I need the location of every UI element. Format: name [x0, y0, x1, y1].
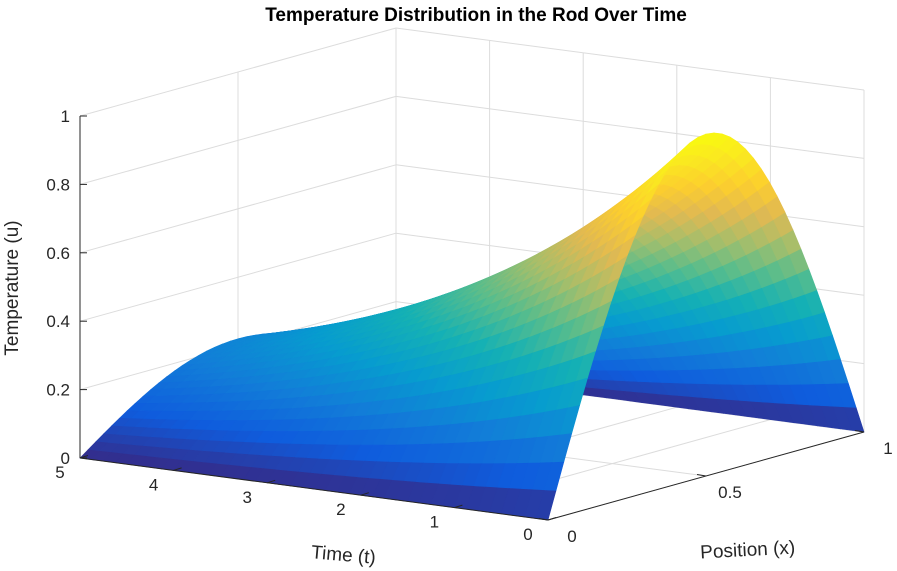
grid-line [79, 95, 397, 185]
grid-line [79, 232, 397, 322]
y-tick [454, 504, 463, 509]
grid-line [79, 27, 397, 117]
y-tick [547, 517, 557, 521]
grid-line [79, 164, 397, 254]
z-tick-label: 0.8 [46, 175, 70, 194]
y-tick-label: 4 [149, 475, 158, 494]
z-tick-label: 1 [61, 107, 70, 126]
y-tick [267, 479, 276, 484]
z-tick-label: 0.6 [46, 244, 70, 263]
y-tick [173, 467, 182, 471]
z-axis-label: Temperature (u) [2, 220, 23, 355]
chart-title: Temperature Distribution in the Rod Over… [265, 5, 687, 26]
x-tick-label: 0 [567, 527, 576, 546]
y-axis-label: Time (t) [310, 542, 376, 569]
z-tick-label: 0.2 [46, 381, 70, 400]
y-tick [79, 455, 89, 459]
x-axis-label: Position (x) [700, 538, 796, 564]
y-tick-label: 1 [430, 513, 439, 532]
y-tick-label: 5 [55, 463, 64, 482]
x-tick [854, 430, 865, 433]
grid-line [395, 27, 865, 91]
y-tick [360, 492, 369, 496]
y-tick-label: 3 [242, 488, 251, 507]
y-tick-label: 2 [336, 500, 345, 519]
x-tick [696, 474, 707, 477]
y-tick-label: 0 [523, 525, 532, 544]
x-tick [538, 518, 549, 521]
z-tick-label: 0 [61, 449, 70, 468]
z-tick-label: 0.4 [46, 312, 70, 331]
x-tick-label: 0.5 [718, 483, 742, 502]
surface [79, 132, 865, 521]
y-axis-line [79, 457, 549, 521]
x-tick-label: 1 [883, 439, 892, 458]
grid-line [395, 95, 865, 159]
